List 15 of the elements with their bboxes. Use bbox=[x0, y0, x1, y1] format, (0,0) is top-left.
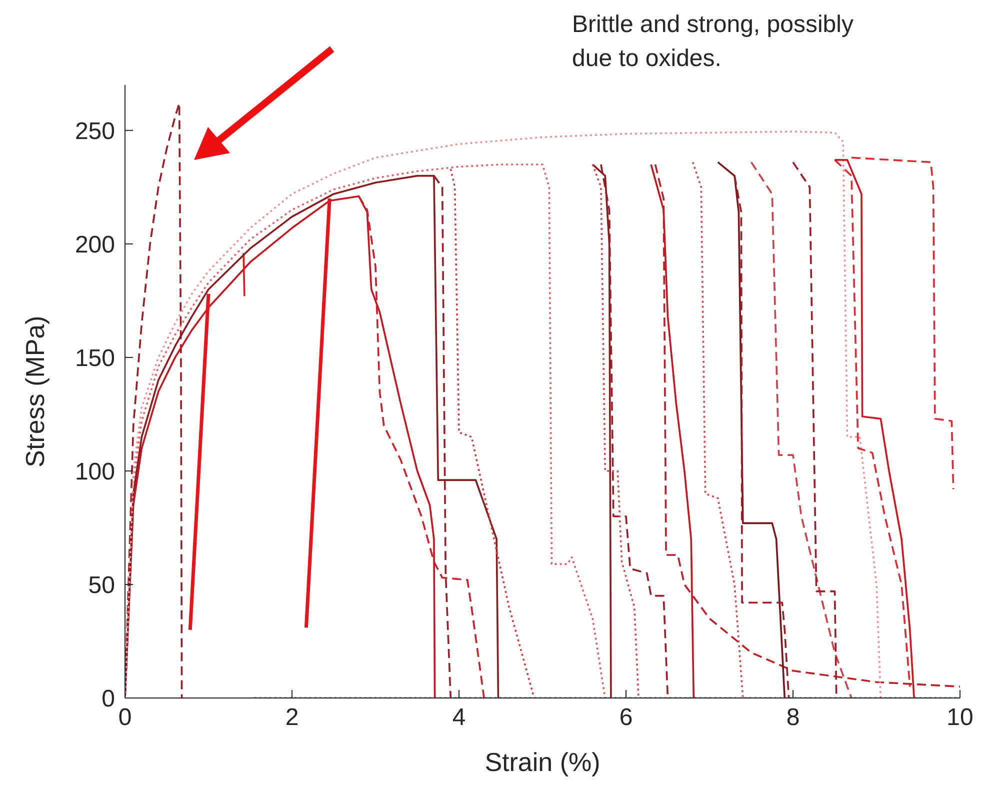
y-tick-label: 0 bbox=[102, 686, 115, 713]
y-tick-label: 150 bbox=[74, 344, 115, 372]
x-axis-title: Strain (%) bbox=[484, 747, 600, 777]
y-tick-label: 200 bbox=[74, 231, 115, 258]
x-tick-label: 4 bbox=[452, 704, 466, 732]
x-tick-label: 8 bbox=[786, 704, 800, 732]
y-axis-title: Stress (MPa) bbox=[20, 316, 50, 468]
x-tick-label: 6 bbox=[619, 704, 633, 732]
x-tick-label: 0 bbox=[118, 704, 132, 732]
text: Brittle and strong, possibly due to oxides. bbox=[572, 10, 854, 74]
y-tick-label: 50 bbox=[88, 572, 115, 599]
y-tick-label: 100 bbox=[74, 458, 115, 486]
x-tick-label: 2 bbox=[285, 704, 299, 732]
x-tick-label: 10 bbox=[946, 704, 974, 732]
y-tick-label: 250 bbox=[74, 118, 115, 145]
